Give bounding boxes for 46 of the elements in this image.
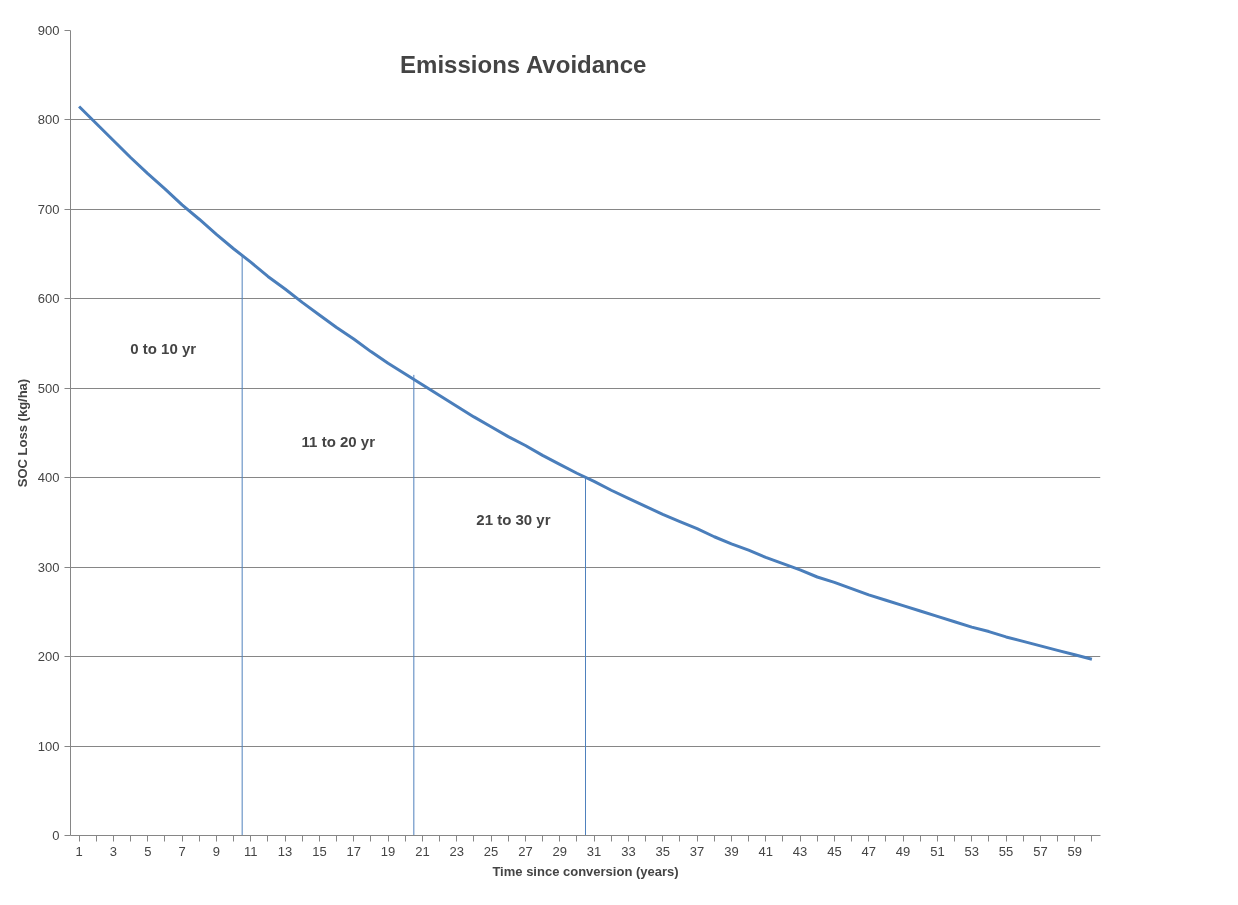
y-tick-label: 700 xyxy=(37,201,60,217)
x-tick-label: 57 xyxy=(1033,843,1048,859)
x-tick-label: 25 xyxy=(483,843,499,859)
x-tick-label: 15 xyxy=(312,843,327,859)
x-tick-label: 51 xyxy=(930,843,945,859)
y-tick-label: 200 xyxy=(37,649,60,665)
x-tick-label: 39 xyxy=(724,843,739,859)
y-axis-title: SOC Loss (kg/ha) xyxy=(14,378,30,488)
x-tick-label: 53 xyxy=(964,843,979,859)
x-tick-label: 35 xyxy=(655,843,670,859)
x-axis-title: Time since conversion (years) xyxy=(492,863,679,879)
x-tick-label: 19 xyxy=(380,843,396,859)
y-tick-label: 600 xyxy=(37,291,60,307)
text: Emissions Avoidance xyxy=(400,50,647,78)
annotation: 21 to 30 yr xyxy=(476,510,551,528)
x-tick-label: 17 xyxy=(346,843,361,859)
annotation: 11 to 20 yr xyxy=(301,432,376,450)
x-tick-label: 1 xyxy=(75,843,83,859)
x-tick-label: 23 xyxy=(449,843,464,859)
x-tick-label: 27 xyxy=(518,843,533,859)
x-tick-label: 45 xyxy=(827,843,842,859)
x-tick-label: 31 xyxy=(586,843,602,859)
y-tick-label: 400 xyxy=(37,470,60,486)
x-tick-label: 3 xyxy=(109,843,118,859)
x-tick-label: 13 xyxy=(277,843,293,859)
y-tick-label: 900 xyxy=(37,23,60,38)
y-tick-label: 100 xyxy=(37,738,60,754)
x-tick-label: 49 xyxy=(895,843,911,859)
x-tick-label: 55 xyxy=(998,843,1014,859)
x-tick-label: 29 xyxy=(552,843,567,859)
x-tick-label: 47 xyxy=(861,843,876,859)
x-tick-label: 43 xyxy=(792,843,808,859)
x-tick-label: 33 xyxy=(621,843,636,859)
x-tick-label: 59 xyxy=(1067,843,1082,859)
x-tick-label: 11 xyxy=(244,843,258,859)
y-tick-label: 300 xyxy=(37,559,60,575)
x-tick-label: 21 xyxy=(415,843,430,859)
y-tick-label: 0 xyxy=(52,828,60,843)
x-tick-label: 37 xyxy=(689,843,705,859)
x-tick-label: 41 xyxy=(758,843,773,859)
annotation: 0 to 10 yr xyxy=(130,339,197,357)
x-tick-label: 7 xyxy=(178,843,186,859)
x-tick-label: 9 xyxy=(212,843,221,859)
x-tick-label: 5 xyxy=(144,843,152,859)
y-tick-label: 800 xyxy=(37,112,60,128)
y-tick-label: 500 xyxy=(37,380,60,396)
